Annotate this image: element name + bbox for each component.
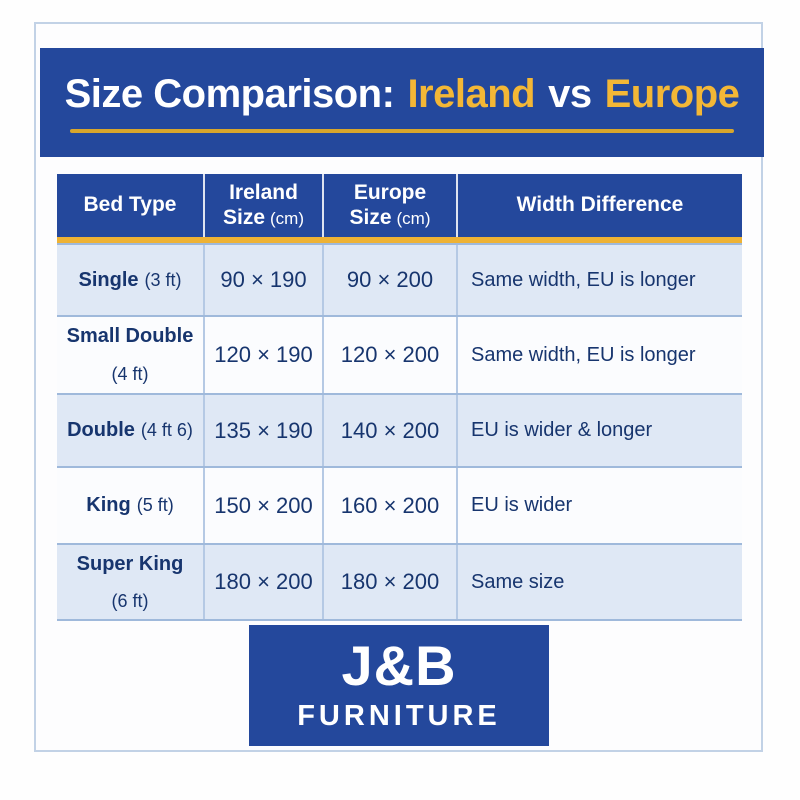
bed-name: Small Double	[66, 325, 194, 348]
table-row: Double (4 ft 6) 135 × 190 140 × 200 EU i…	[57, 393, 742, 466]
europe-size-cell: 180 × 200	[324, 545, 458, 619]
column-header-unit: (cm)	[396, 208, 431, 228]
width-difference-cell: Same width, EU is longer	[471, 343, 696, 366]
bed-qualifier: (4 ft)	[111, 364, 149, 385]
table-row: Super King (6 ft) 180 × 200 180 × 200 Sa…	[57, 543, 742, 621]
bed-type-cell: Double (4 ft 6)	[57, 395, 205, 466]
table-header-row: Bed Type Ireland Size (cm) Europe Size (…	[57, 174, 742, 237]
column-header-unit: (cm)	[270, 208, 304, 228]
bed-qualifier: (4 ft 6)	[140, 420, 193, 441]
bed-name: Single	[78, 268, 139, 291]
bed-type-cell: King (5 ft)	[57, 468, 205, 543]
column-header-sublabel: Size	[222, 205, 266, 229]
title-gold-underline	[70, 129, 734, 133]
ireland-size-cell: 90 × 190	[205, 245, 324, 315]
bed-qualifier: (6 ft)	[111, 590, 149, 611]
europe-size-cell: 160 × 200	[324, 468, 458, 543]
bed-qualifier: (3 ft)	[144, 269, 182, 290]
column-header-label: Europe	[353, 181, 427, 205]
column-header-bed-type: Bed Type	[57, 174, 205, 237]
header-gold-divider	[57, 237, 742, 243]
column-header-label: Bed Type	[83, 193, 177, 217]
title-prefix: Size Comparison:	[64, 72, 395, 116]
bed-type-cell: Small Double (4 ft)	[57, 317, 205, 393]
width-difference-cell: Same width, EU is longer	[471, 268, 696, 291]
title-region-ireland: Ireland	[407, 72, 536, 116]
column-header-label: Ireland	[229, 181, 298, 205]
europe-size-cell: 120 × 200	[324, 317, 458, 393]
company-logo: J&B FURNITURE	[249, 625, 549, 746]
ireland-size-cell: 150 × 200	[205, 468, 324, 543]
ireland-size-cell: 180 × 200	[205, 545, 324, 619]
width-difference-cell: EU is wider & longer	[471, 419, 653, 441]
table-row: King (5 ft) 150 × 200 160 × 200 EU is wi…	[57, 466, 742, 543]
column-header-europe-size: Europe Size (cm)	[324, 174, 458, 237]
europe-size-cell: 90 × 200	[324, 245, 458, 315]
title-region-europe: Europe	[604, 72, 740, 116]
width-difference-cell: Same size	[471, 570, 565, 593]
table-row: Single (3 ft) 90 × 190 90 × 200 Same wid…	[57, 243, 742, 315]
column-header-label: Width Difference	[516, 193, 684, 217]
column-header-sublabel: Size	[349, 205, 392, 229]
poster-card: Size Comparison: Ireland vs Europe Bed T…	[34, 22, 764, 752]
title-separator: vs	[548, 72, 592, 116]
ireland-size-cell: 120 × 190	[205, 317, 324, 393]
brand-name: J&B	[341, 634, 457, 697]
page-title: Size Comparison: Ireland vs Europe	[65, 72, 740, 117]
bed-name: Super King	[76, 552, 184, 575]
ireland-size-cell: 135 × 190	[205, 395, 324, 466]
table-row: Small Double (4 ft) 120 × 190 120 × 200 …	[57, 315, 742, 393]
europe-size-cell: 140 × 200	[324, 395, 458, 466]
bed-name: King	[86, 494, 131, 516]
bed-type-cell: Single (3 ft)	[57, 245, 205, 315]
bed-type-cell: Super King (6 ft)	[57, 545, 205, 619]
bed-qualifier: (5 ft)	[136, 495, 174, 516]
title-banner: Size Comparison: Ireland vs Europe	[40, 48, 764, 157]
bed-name: Double	[67, 419, 135, 441]
column-header-ireland-size: Ireland Size (cm)	[205, 174, 324, 237]
width-difference-cell: EU is wider	[471, 494, 573, 516]
size-comparison-table: Bed Type Ireland Size (cm) Europe Size (…	[57, 174, 742, 621]
brand-subtitle: FURNITURE	[297, 700, 501, 732]
column-header-width-difference: Width Difference	[458, 174, 742, 237]
